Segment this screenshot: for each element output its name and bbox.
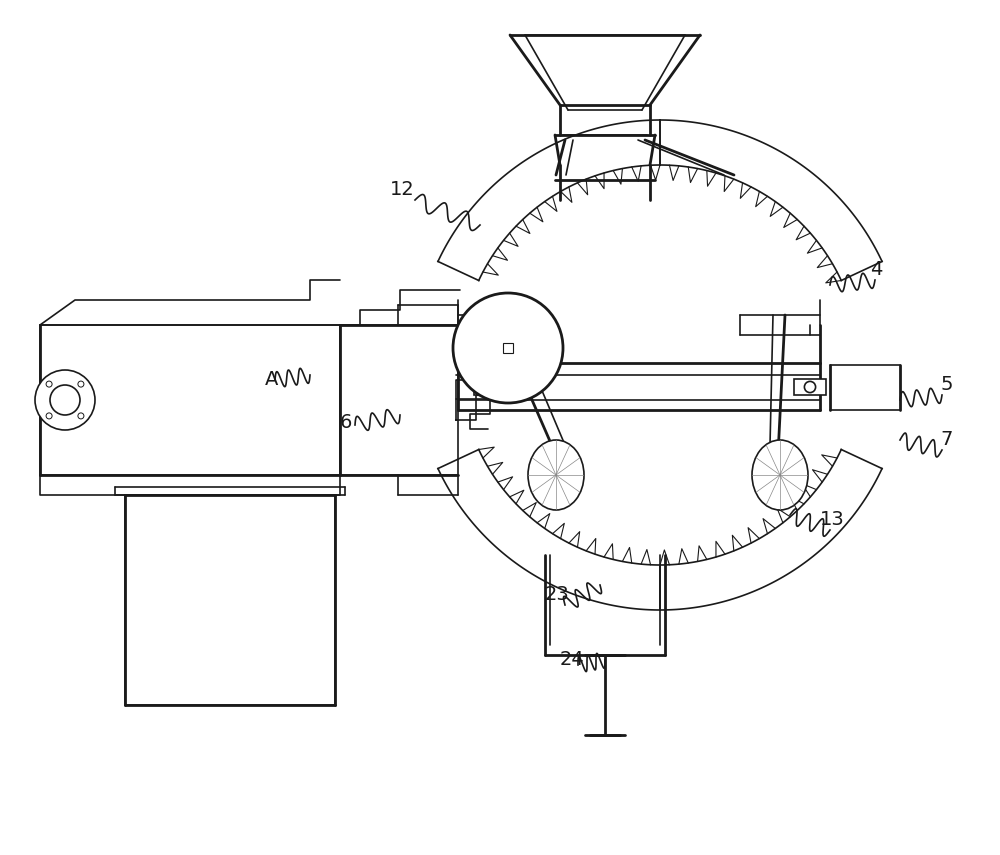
Text: 13: 13 (820, 510, 845, 529)
Circle shape (50, 385, 80, 415)
Ellipse shape (528, 440, 584, 510)
Circle shape (35, 370, 95, 430)
Text: 5: 5 (940, 375, 952, 394)
Polygon shape (340, 325, 458, 475)
Text: 12: 12 (390, 180, 415, 199)
Text: 6: 6 (340, 413, 352, 432)
Ellipse shape (752, 440, 808, 510)
Circle shape (453, 293, 563, 403)
Circle shape (78, 413, 84, 419)
Circle shape (46, 413, 52, 419)
Polygon shape (503, 343, 513, 353)
Polygon shape (40, 325, 340, 475)
Polygon shape (474, 379, 506, 395)
Circle shape (804, 381, 816, 392)
Polygon shape (476, 388, 483, 395)
Polygon shape (476, 373, 483, 380)
Circle shape (484, 381, 496, 392)
Text: 23: 23 (545, 585, 570, 604)
Polygon shape (794, 379, 826, 395)
Text: 4: 4 (870, 260, 882, 279)
Text: 24: 24 (560, 650, 585, 669)
Circle shape (46, 381, 52, 387)
Text: 7: 7 (940, 430, 952, 449)
Circle shape (78, 381, 84, 387)
Polygon shape (125, 495, 335, 705)
Text: A: A (265, 370, 278, 389)
